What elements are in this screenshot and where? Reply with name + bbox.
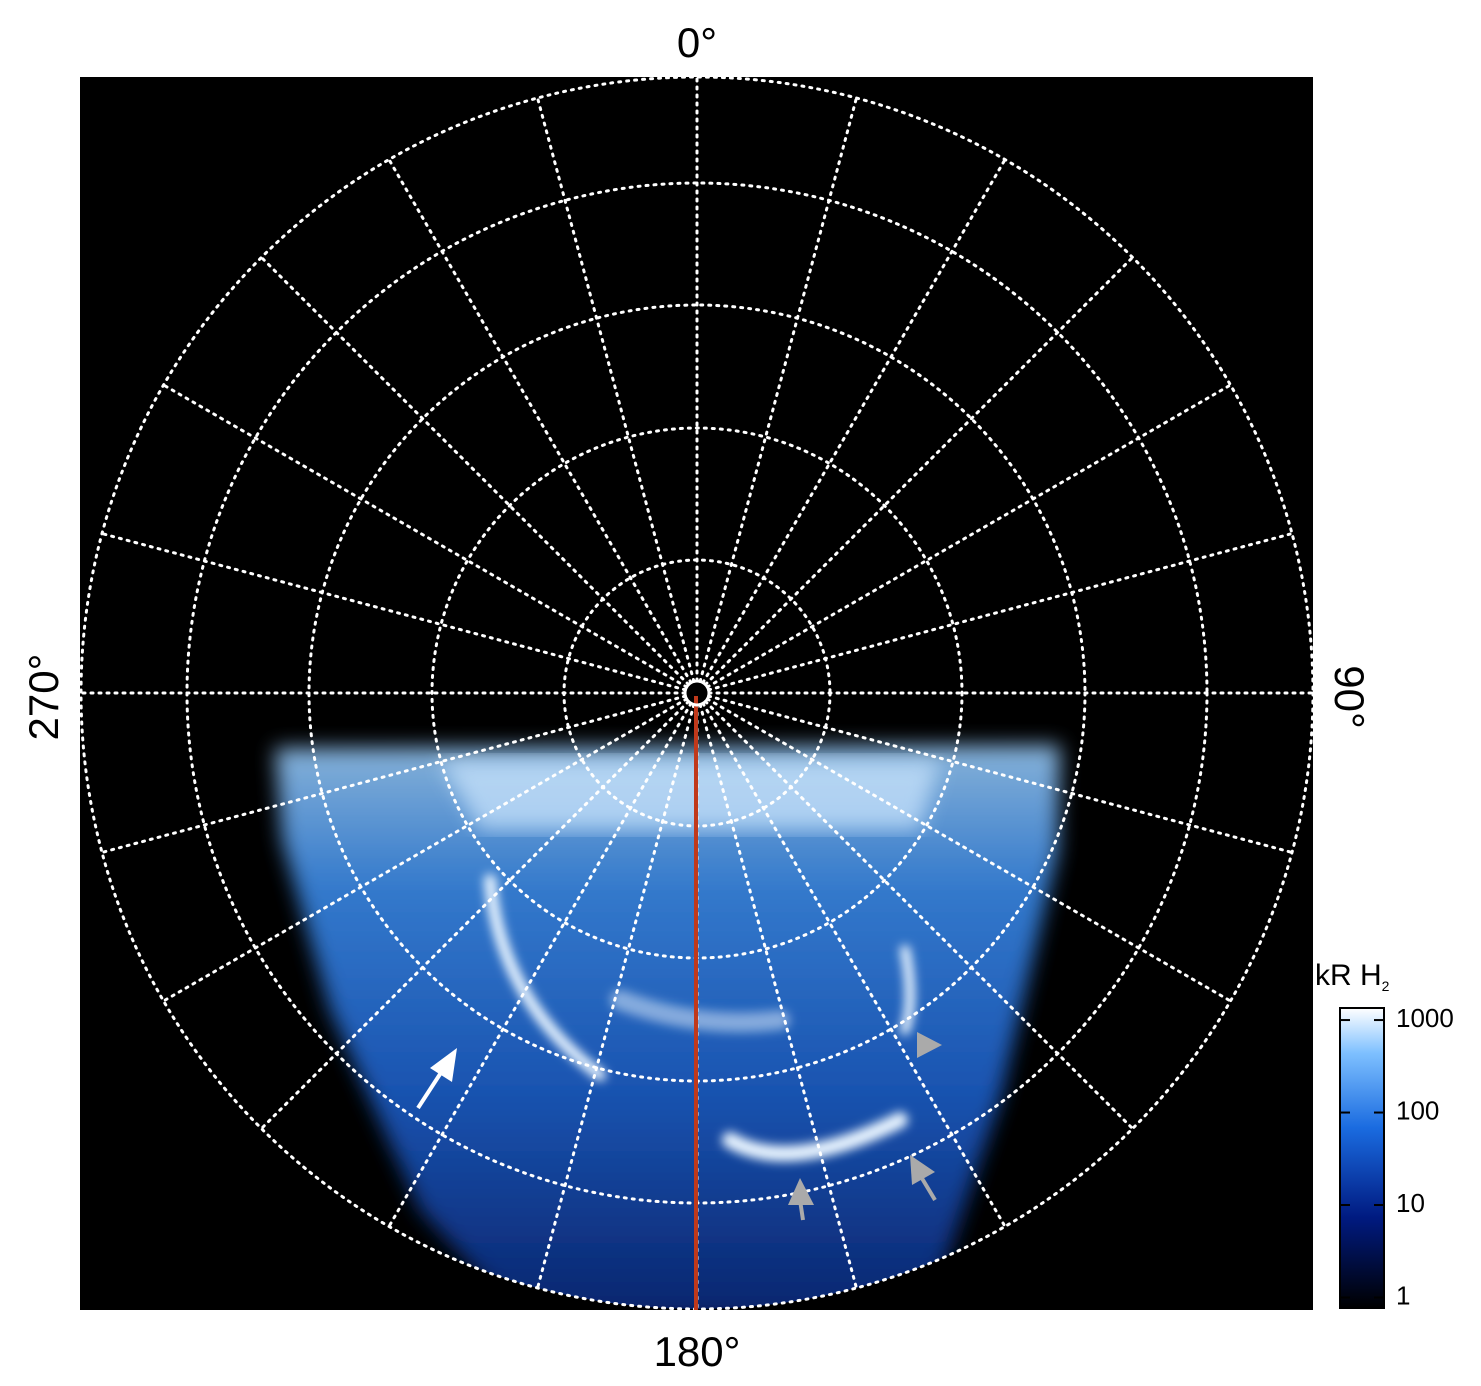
top-label: 0° xyxy=(677,19,717,66)
pole-marker xyxy=(683,679,711,707)
colorbar-tick-label: 1000 xyxy=(1396,1003,1454,1033)
meridian xyxy=(701,158,1007,685)
left-label: 270° xyxy=(20,654,67,741)
colorbar-tick-label: 1 xyxy=(1396,1280,1410,1310)
meridian xyxy=(259,255,691,687)
arrows xyxy=(416,1032,942,1221)
meridian xyxy=(707,532,1294,692)
right-label: 90° xyxy=(1326,665,1373,729)
meridian xyxy=(703,699,1135,1131)
colorbar-title-main: kR H xyxy=(1315,959,1382,992)
meridian xyxy=(705,383,1232,689)
colorbar-title-subscript: 2 xyxy=(1382,978,1390,994)
meridian xyxy=(536,703,696,1290)
meridian xyxy=(259,699,691,1131)
meridian xyxy=(701,701,1007,1228)
meridian xyxy=(162,383,689,689)
colorbar xyxy=(1339,1007,1385,1309)
meridian xyxy=(705,697,1232,1003)
meridian xyxy=(698,703,858,1290)
colorbar-title: kR H2 xyxy=(1315,959,1390,994)
meridian xyxy=(100,694,687,854)
meridian xyxy=(707,694,1294,854)
meridian xyxy=(162,697,689,1003)
meridian xyxy=(387,158,693,685)
meridian xyxy=(703,255,1135,687)
meridian xyxy=(100,532,687,692)
meridian xyxy=(387,701,693,1228)
colorbar-tick-label: 100 xyxy=(1396,1095,1439,1125)
meridian xyxy=(698,96,858,683)
meridian xyxy=(536,96,696,683)
colorbar-tick-label: 10 xyxy=(1396,1188,1425,1218)
bottom-label: 180° xyxy=(654,1328,741,1375)
